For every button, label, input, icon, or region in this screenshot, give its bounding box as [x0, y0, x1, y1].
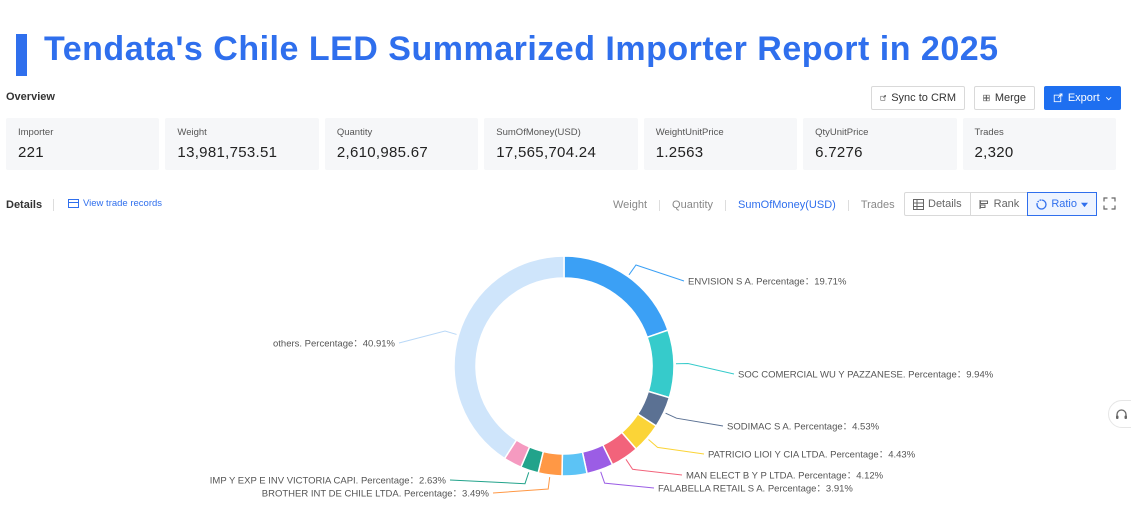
view-trade-records-label: View trade records [83, 198, 163, 209]
slice-label: FALABELLA RETAIL S A. Percentage：3.91% [658, 484, 853, 495]
stat-value: 6.7276 [815, 144, 863, 161]
stat-card-weight: Weight 13,981,753.51 [165, 118, 319, 170]
sync-to-crm-label: Sync to CRM [891, 92, 956, 104]
stat-value: 17,565,704.24 [496, 144, 597, 161]
stat-card-importer: Importer 221 [6, 118, 160, 170]
divider [847, 199, 849, 211]
overview-stats: Importer 221 Weight 13,981,753.51 Quanti… [6, 118, 1116, 170]
merge-label: Merge [994, 92, 1026, 104]
leader-line [665, 412, 724, 427]
donut-slice[interactable] [646, 329, 675, 399]
view-mode-group: Details Rank Ratio [904, 192, 1097, 216]
stat-card-weight-unit-price: WeightUnitPrice 1.2563 [643, 118, 798, 170]
importer-share-donut-chart: ENVISION S A. Percentage：19.71% SOC COMER… [210, 255, 994, 500]
export-button[interactable]: Export [1044, 86, 1121, 110]
leader-line [492, 477, 551, 494]
slice-label: SOC COMERCIAL WU Y PAZZANESE. Percentage… [738, 370, 994, 381]
export-icon [1053, 93, 1063, 103]
leader-line [398, 330, 457, 344]
details-label: Details [6, 199, 43, 211]
slice-label: ENVISION S A. Percentage：19.71% [688, 277, 847, 288]
stat-card-sum-of-money: SumOfMoney(USD) 17,565,704.24 [484, 118, 638, 170]
stat-label: QtyUnitPrice [815, 127, 869, 138]
ratio-view-button[interactable]: Ratio [1027, 192, 1097, 216]
leader-line [628, 264, 685, 282]
leader-line [600, 471, 655, 489]
stat-card-qty-unit-price: QtyUnitPrice 6.7276 [803, 118, 957, 170]
stat-label: Importer [18, 127, 54, 138]
tab-sum-of-money[interactable]: SumOfMoney(USD) [738, 199, 836, 211]
slice-label: MAN ELECT B Y P LTDA. Percentage：4.12% [686, 471, 884, 482]
ratio-icon [1036, 198, 1047, 210]
slice-label: others. Percentage：40.91% [273, 339, 396, 350]
card-icon [68, 199, 79, 208]
stat-label: Quantity [336, 127, 373, 138]
view-trade-records-link[interactable]: View trade records [68, 198, 162, 209]
donut-slice[interactable] [561, 451, 588, 477]
page-title: Tendata's Chile LED Summarized Importer … [44, 30, 999, 68]
fullscreen-icon[interactable] [1103, 197, 1116, 210]
slice-label: IMP Y EXP E INV VICTORIA CAPI. Percentag… [210, 476, 447, 487]
donut-slice[interactable] [453, 255, 565, 460]
table-icon [913, 198, 924, 210]
stat-value: 1.2563 [655, 144, 704, 161]
slice-label: BROTHER INT DE CHILE LTDA. Percentage：3.… [262, 489, 490, 500]
tab-weight[interactable]: Weight [613, 199, 648, 211]
ratio-view-label: Ratio [1051, 198, 1077, 210]
stat-card-trades: Trades 2,320 [962, 118, 1116, 170]
sync-icon [880, 95, 886, 101]
slice-label: PATRICIO LIOI Y CIA LTDA. Percentage：4.4… [708, 450, 916, 461]
leader-line [648, 439, 705, 455]
tab-trades[interactable]: Trades [860, 199, 895, 211]
customer-service-widget[interactable] [1108, 400, 1131, 428]
slice-label: SODIMAC S A. Percentage：4.53% [727, 422, 880, 433]
details-view-button[interactable]: Details [905, 193, 970, 215]
title-accent-bar [16, 34, 27, 76]
merge-icon [983, 94, 990, 102]
stat-value: 2,610,985.67 [336, 144, 429, 161]
rank-icon [979, 199, 988, 209]
headset-icon [1116, 408, 1127, 419]
donut-slice[interactable] [563, 255, 669, 339]
chevron-down-icon [1105, 96, 1112, 100]
leader-line [449, 472, 530, 485]
sync-to-crm-button[interactable]: Sync to CRM [871, 86, 965, 110]
rank-view-label: Rank [993, 198, 1020, 210]
divider [53, 199, 54, 211]
metric-tabs: Weight Quantity SumOfMoney(USD) Trades [613, 199, 907, 211]
tab-quantity[interactable]: Quantity [672, 199, 714, 211]
stat-label: SumOfMoney(USD) [496, 127, 581, 138]
stat-value: 2,320 [974, 144, 1014, 161]
stat-label: Weight [177, 127, 207, 138]
stat-label: WeightUnitPrice [655, 127, 724, 138]
rank-view-button[interactable]: Rank [969, 193, 1028, 215]
stat-card-quantity: Quantity 2,610,985.67 [324, 118, 479, 170]
stat-label: Trades [974, 127, 1004, 138]
merge-button[interactable]: Merge [974, 86, 1035, 110]
leader-line [675, 363, 735, 375]
divider [725, 199, 727, 211]
export-label: Export [1067, 92, 1100, 104]
divider [659, 199, 661, 211]
stat-value: 13,981,753.51 [177, 144, 278, 161]
caret-down-icon [1081, 202, 1088, 207]
details-view-label: Details [928, 198, 962, 210]
leader-line [625, 459, 683, 476]
overview-label: Overview [6, 91, 55, 103]
stat-value: 221 [18, 144, 44, 161]
